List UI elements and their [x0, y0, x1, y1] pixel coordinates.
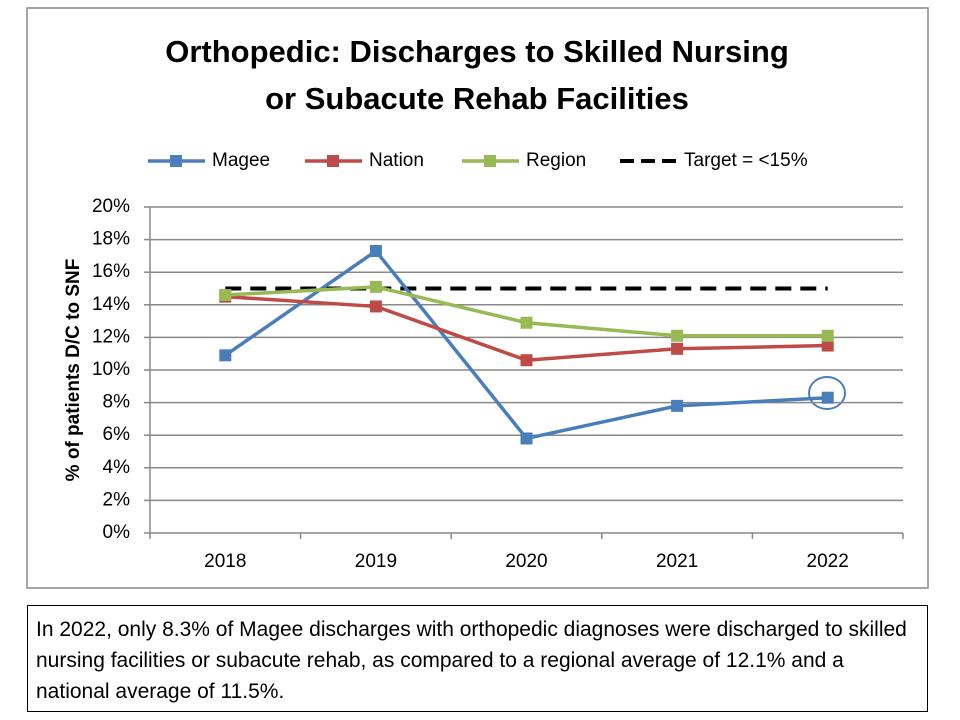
y-tick-label: 0% — [103, 522, 131, 543]
marker — [369, 300, 382, 313]
y-tick-label: 4% — [103, 457, 131, 478]
chart: Orthopedic: Discharges to Skilled Nursin… — [26, 7, 929, 589]
chart-title: Orthopedic: Discharges to Skilled Nursin… — [165, 34, 789, 69]
y-tick-label: 10% — [92, 359, 130, 380]
marker — [369, 280, 382, 293]
x-tick-label: 2022 — [807, 551, 849, 572]
y-tick-label: 14% — [92, 294, 130, 315]
marker — [821, 329, 834, 342]
x-tick-label: 2019 — [355, 551, 397, 572]
y-axis-label: % of patients D/C to SNF — [63, 259, 84, 482]
marker — [219, 289, 232, 302]
marker — [219, 349, 232, 362]
y-tick-label: 6% — [103, 424, 131, 445]
x-tick-label: 2021 — [656, 551, 698, 572]
y-tick-label: 2% — [103, 489, 131, 510]
y-tick-label: 16% — [92, 261, 130, 282]
legend-marker — [484, 155, 496, 167]
y-tick-label: 8% — [103, 392, 131, 413]
legend-marker — [327, 155, 339, 167]
marker — [520, 316, 533, 329]
marker — [671, 399, 684, 412]
legend-label: Region — [526, 150, 586, 171]
legend-label: Magee — [212, 150, 270, 171]
highlight-circle — [808, 376, 846, 410]
y-tick-label: 20% — [92, 196, 130, 217]
chart-title: or Subacute Rehab Facilities — [265, 81, 689, 116]
legend-label: Target = <15% — [684, 150, 808, 171]
chart-frame — [26, 7, 929, 589]
marker — [671, 342, 684, 355]
marker — [821, 391, 834, 404]
legend-label: Nation — [369, 150, 424, 171]
x-tick-label: 2020 — [505, 551, 547, 572]
marker — [821, 339, 834, 352]
marker — [520, 432, 533, 445]
y-tick-label: 18% — [92, 229, 130, 250]
caption: In 2022, only 8.3% of Magee discharges w… — [27, 605, 928, 712]
x-tick-label: 2018 — [204, 551, 246, 572]
marker — [520, 354, 533, 367]
marker — [671, 329, 684, 342]
legend-marker — [170, 155, 182, 167]
marker — [369, 245, 382, 258]
y-tick-label: 12% — [92, 326, 130, 347]
